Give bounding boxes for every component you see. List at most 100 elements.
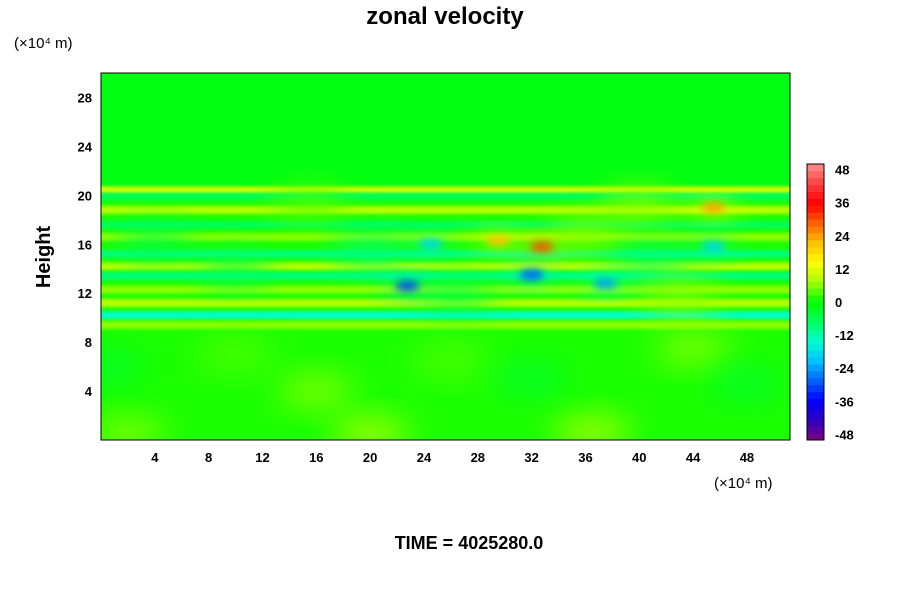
velocity-anomaly [554, 416, 631, 440]
colorbar-tick-label: -24 [835, 361, 855, 376]
x-tick-label: 44 [686, 450, 701, 465]
colorbar-swatch [807, 412, 824, 420]
colorbar-swatch [807, 371, 824, 379]
colorbar-swatch [807, 253, 824, 261]
velocity-anomaly [412, 344, 489, 377]
y-tick-label: 12 [78, 286, 92, 301]
velocity-core [593, 278, 618, 289]
colorbar-swatch [807, 170, 824, 179]
plot-frame [100, 72, 791, 441]
velocity-anomaly [101, 417, 166, 440]
colorbar-swatch [807, 329, 824, 337]
colorbar-frame [806, 163, 825, 441]
colorbar-swatch [807, 308, 824, 317]
velocity-anomaly [547, 218, 624, 251]
velocity-core [395, 280, 420, 291]
colorbar-swatch [807, 246, 824, 255]
velocity-core [701, 241, 726, 252]
velocity-anomaly [641, 279, 718, 312]
y-axis-unit: (×10⁴ m) [14, 35, 73, 52]
velocity-band [101, 272, 790, 280]
x-tick-label: 24 [417, 450, 432, 465]
velocity-anomaly [601, 189, 678, 222]
colorbar-swatch [807, 384, 824, 393]
x-tick-label: 4 [151, 450, 159, 465]
colorbar-swatch [807, 233, 824, 241]
colorbar-swatch [807, 419, 824, 427]
velocity-anomaly [101, 350, 146, 383]
colorbar-swatch [807, 274, 824, 282]
velocity-band [101, 311, 790, 320]
x-tick-label: 16 [309, 450, 323, 465]
velocity-band [101, 233, 790, 241]
velocity-anomaly [271, 187, 348, 220]
velocity-band [101, 321, 790, 329]
x-tick-label: 40 [632, 450, 646, 465]
y-tick-label: 20 [78, 188, 92, 203]
velocity-band [101, 186, 790, 195]
colorbar-tick-label: 24 [835, 229, 850, 244]
x-tick-label: 20 [363, 450, 377, 465]
colorbar-swatch [807, 191, 824, 199]
time-label: TIME = 4025280.0 [395, 533, 544, 553]
colorbar-swatch [807, 357, 824, 365]
colorbar-tick-label: -48 [835, 427, 854, 442]
velocity-core [418, 239, 443, 250]
x-tick-label: 28 [471, 450, 485, 465]
velocity-band [101, 206, 790, 214]
y-tick-label: 28 [78, 90, 92, 105]
colorbar-swatch [807, 260, 824, 268]
y-tick-label: 8 [85, 335, 92, 350]
velocity-anomaly [614, 246, 691, 279]
x-tick-label: 32 [524, 450, 538, 465]
colorbar-swatch [807, 398, 824, 406]
y-axis-label: Height [33, 226, 55, 289]
heatmap-area [101, 73, 790, 440]
colorbar-swatch [807, 184, 824, 192]
colorbar-swatch [807, 267, 824, 275]
colorbar-tick-label: -36 [835, 394, 854, 409]
velocity-anomaly [197, 338, 274, 371]
x-axis-unit: (×10⁴ m) [714, 475, 773, 492]
y-tick-label: 16 [78, 237, 92, 252]
colorbar-swatch [807, 343, 824, 351]
colorbar-swatch [807, 391, 824, 399]
colorbar-swatch [807, 364, 824, 372]
velocity-anomaly [708, 368, 785, 401]
colorbar-tick-label: -12 [835, 328, 854, 343]
colorbar-swatch [807, 336, 824, 344]
velocity-core [530, 241, 555, 252]
colorbar-swatch [807, 405, 824, 413]
velocity-anomaly [332, 234, 409, 267]
velocity-core [485, 235, 510, 246]
colorbar-swatch [807, 164, 824, 172]
colorbar-swatch [807, 205, 824, 213]
colorbar-swatch [807, 212, 824, 220]
x-tick-label: 48 [740, 450, 754, 465]
colorbar-swatch [807, 226, 824, 234]
colorbar-swatch [807, 315, 824, 324]
colorbar-swatch [807, 239, 824, 248]
colorbar-swatch [807, 281, 824, 289]
velocity-anomaly [197, 252, 274, 285]
velocity-anomaly [278, 375, 355, 408]
colorbar-swatch [807, 219, 824, 227]
colorbar-swatch [807, 302, 824, 310]
colorbar-tick-label: 36 [835, 196, 849, 211]
colorbar: 48 36 24 12 0 -12 -24 -36 -48 [806, 163, 855, 442]
colorbar-tick-label: 12 [835, 262, 849, 277]
velocity-region [101, 73, 790, 193]
colorbar-swatch [807, 350, 824, 358]
y-axis-ticks: 4 8 12 16 20 24 28 [78, 90, 93, 399]
x-tick-label: 36 [578, 450, 592, 465]
velocity-band [101, 250, 790, 258]
velocity-band [101, 262, 790, 271]
colorbar-swatch [807, 426, 824, 434]
y-tick-label: 4 [85, 384, 93, 399]
velocity-anomaly [332, 417, 409, 440]
velocity-band [101, 220, 790, 229]
colorbar-tick-label: 48 [835, 163, 849, 178]
x-tick-label: 8 [205, 450, 212, 465]
